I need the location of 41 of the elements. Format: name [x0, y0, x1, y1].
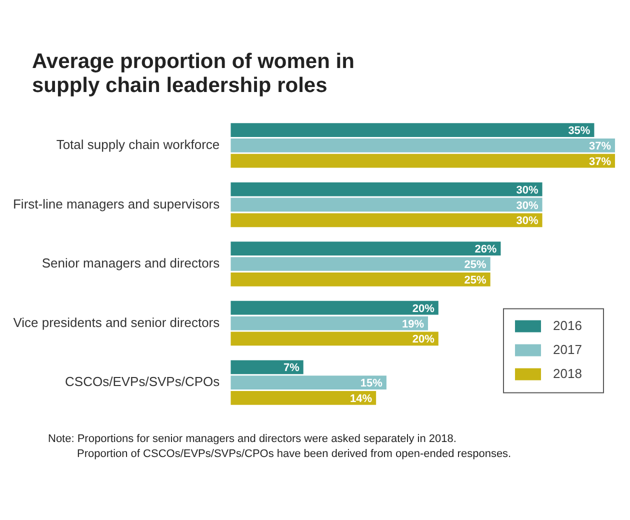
bar	[230, 257, 490, 271]
data-label: 30%	[516, 184, 538, 196]
data-label: 14%	[350, 393, 372, 406]
text: Proportion of CSCOs/EVPs/SVPs/CPOs have been derived from open-ended responses.	[76, 447, 512, 462]
legend-label: 2018	[553, 366, 582, 381]
data-label: 35%	[568, 125, 590, 138]
y-tick-label: Vice presidents and senior directors	[13, 314, 220, 330]
data-label: 19%	[402, 318, 424, 330]
bar	[230, 154, 615, 168]
bar	[230, 376, 386, 390]
text: Note: Proportions for senior managers and directors were asked separately in 2018.	[48, 432, 458, 447]
bar	[230, 360, 304, 374]
bar	[230, 182, 542, 196]
bar	[230, 300, 438, 315]
data-label: 30%	[516, 215, 538, 228]
bar	[230, 316, 428, 330]
bar	[230, 123, 594, 137]
legend-label: 2016	[553, 318, 582, 333]
data-label: 20%	[412, 302, 435, 315]
bar	[230, 198, 542, 212]
bar	[230, 272, 490, 286]
y-tick-label: CSCOs/EVPs/SVPs/CPOs	[65, 374, 220, 390]
data-label: 7%	[283, 362, 300, 374]
data-label: 20%	[412, 334, 435, 346]
bar	[230, 138, 615, 152]
data-label: 25%	[464, 259, 487, 272]
legend-label: 2017	[553, 342, 582, 357]
y-tick-label: First-line managers and supervisors	[12, 196, 220, 212]
data-label: 37%	[588, 156, 612, 168]
bar	[230, 391, 376, 405]
bar	[230, 213, 542, 228]
data-label: 15%	[360, 378, 383, 390]
data-label: 37%	[588, 140, 612, 152]
data-label: 30%	[516, 200, 538, 212]
y-tick-label: Total supply chain workforce	[56, 137, 220, 152]
bar	[230, 242, 501, 256]
data-label: 26%	[474, 244, 497, 256]
data-label: 25%	[464, 274, 487, 286]
chart-title: Average proportion of women in supply chain leadership roles	[32, 50, 356, 98]
bar	[230, 332, 438, 346]
y-tick-label: Senior managers and directors	[42, 256, 220, 271]
